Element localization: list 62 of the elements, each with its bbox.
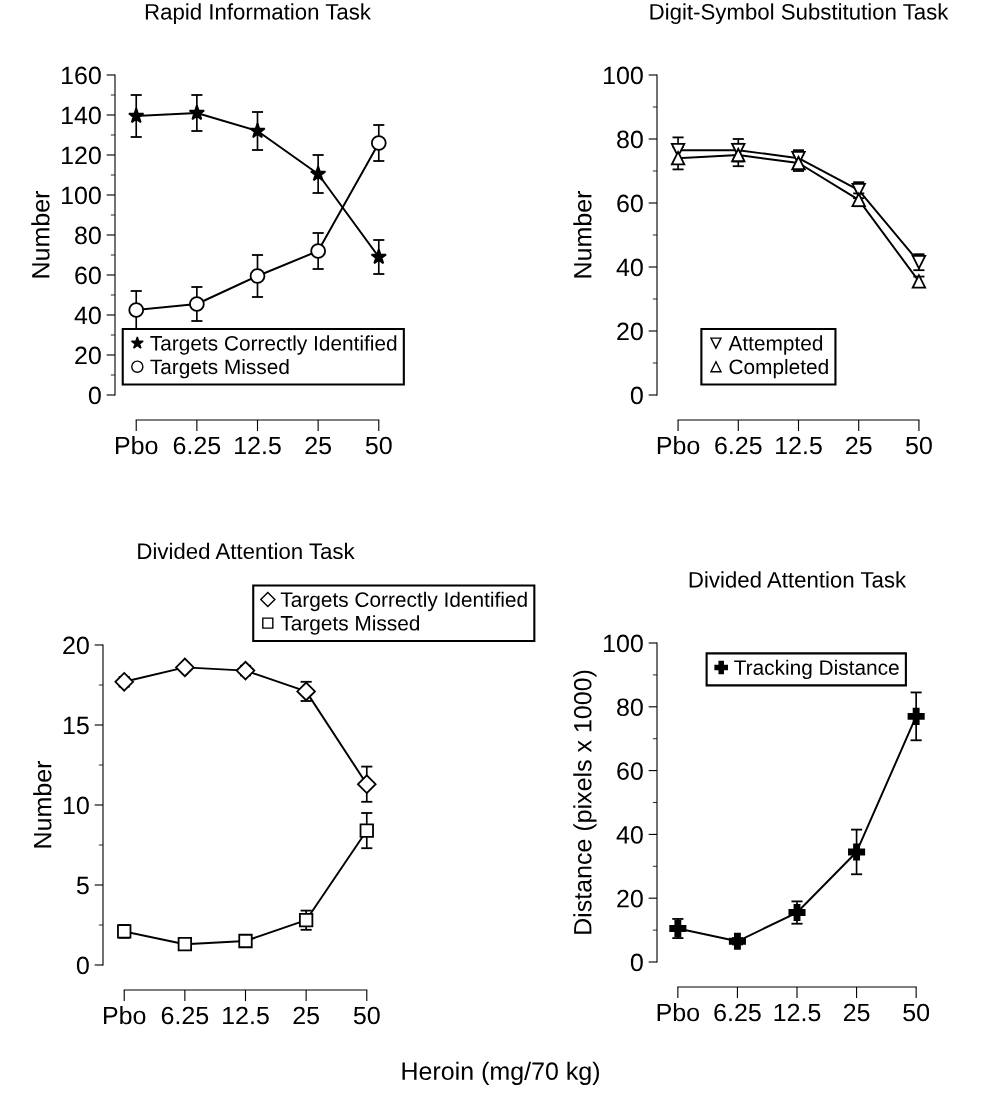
x-tick-label: 12.5 — [776, 436, 822, 455]
y-tick-label: 0 — [630, 953, 643, 972]
y-tick-label: 10 — [63, 796, 89, 815]
y-axis-title: Number — [33, 760, 52, 848]
x-tick-label: 6.25 — [715, 436, 762, 455]
chart-title: Divided Attention Task — [138, 542, 355, 560]
x-tick-label: 12.5 — [774, 1003, 821, 1022]
x-tick-label: 25 — [305, 436, 331, 455]
y-axis-title: Number — [573, 190, 592, 278]
x-tick-label: 50 — [903, 1003, 930, 1022]
y-tick-label: 40 — [616, 258, 643, 277]
x-tick-label: 50 — [906, 436, 932, 455]
x-tick-label: 6.25 — [173, 436, 221, 455]
y-tick-label: 80 — [75, 226, 101, 245]
y-tick-label: 80 — [617, 130, 643, 149]
y-tick-label: 60 — [75, 266, 101, 285]
y-tick-label: 20 — [617, 889, 643, 908]
x-tick-label: 12.5 — [223, 1006, 269, 1025]
x-tick-label: 6.25 — [714, 1003, 761, 1022]
y-axis-title: Number — [31, 190, 50, 278]
y-tick-label: 120 — [62, 146, 101, 165]
x-tick-label: Pbo — [657, 1002, 700, 1022]
y-tick-label: 0 — [88, 386, 101, 405]
y-tick-label: 160 — [62, 66, 101, 85]
legend-label: Targets Missed — [150, 358, 289, 379]
chart-title: Rapid Information Task — [145, 3, 371, 25]
legend-label: Completed — [729, 358, 828, 379]
y-tick-label: 15 — [63, 716, 89, 735]
legend-label: Targets Missed — [280, 615, 420, 635]
y-axis-title: Distance (pixels x 1000) — [573, 670, 597, 934]
y-tick-label: 40 — [74, 306, 101, 325]
x-tick-label: 25 — [293, 1006, 319, 1025]
y-tick-label: 0 — [630, 386, 643, 405]
chart-title: Divided Attention Task — [689, 571, 907, 588]
x-tick-label: 12.5 — [235, 436, 281, 455]
x-tick-label: 50 — [353, 1006, 380, 1025]
y-tick-label: 100 — [604, 634, 643, 653]
y-tick-label: 60 — [617, 194, 643, 213]
text: Heroin (mg/70 kg) — [402, 1061, 599, 1085]
legend-label: Targets Correctly Identified — [150, 335, 397, 355]
x-tick-label: Pbo — [657, 435, 700, 455]
y-tick-label: 100 — [62, 186, 101, 205]
y-tick-label: 20 — [75, 346, 101, 365]
legend-label: Attempted — [728, 335, 823, 355]
chart-title: Digit-Symbol Substitution Task — [650, 3, 949, 25]
x-tick-label: 6.25 — [161, 1006, 209, 1025]
legend-label: Targets Correctly Identified — [280, 591, 527, 612]
legend-label: Tracking Distance — [734, 659, 899, 680]
x-tick-label: 25 — [846, 436, 872, 455]
y-tick-label: 0 — [76, 956, 89, 975]
y-tick-label: 140 — [62, 106, 101, 125]
y-tick-label: 60 — [617, 762, 643, 780]
y-tick-label: 40 — [616, 826, 643, 844]
x-tick-label: 25 — [843, 1003, 870, 1022]
y-tick-label: 5 — [76, 876, 89, 895]
y-tick-label: 100 — [604, 66, 643, 85]
y-tick-label: 20 — [617, 322, 643, 341]
x-tick-label: Pbo — [104, 1005, 146, 1025]
y-tick-label: 20 — [63, 636, 89, 655]
x-tick-label: Pbo — [116, 435, 158, 455]
x-tick-label: 50 — [365, 436, 392, 455]
y-tick-label: 80 — [617, 698, 643, 717]
